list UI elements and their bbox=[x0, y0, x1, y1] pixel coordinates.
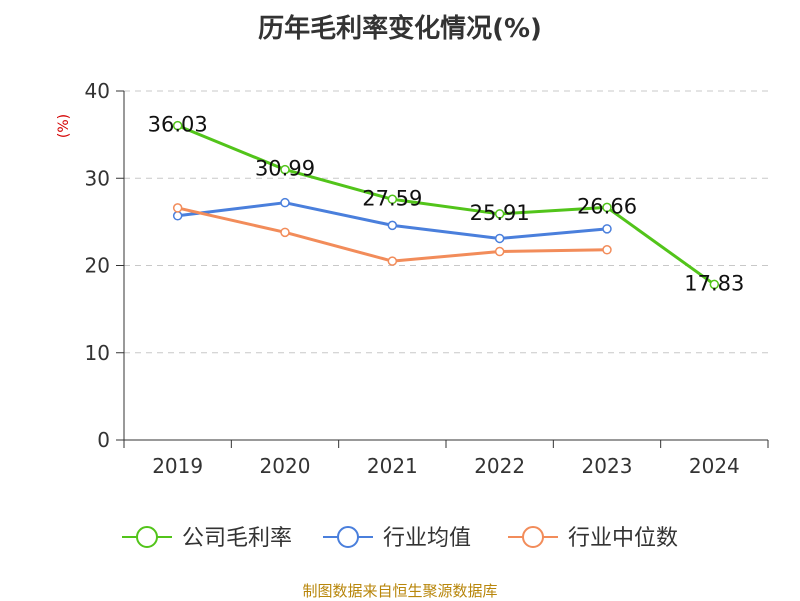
chart-title: 历年毛利率变化情况(%) bbox=[258, 14, 542, 44]
data-point bbox=[602, 202, 612, 213]
y-tick-label: 30 bbox=[85, 166, 110, 190]
legend-marker bbox=[136, 526, 158, 548]
data-point bbox=[387, 220, 398, 231]
x-tick-label: 2023 bbox=[582, 454, 633, 478]
x-tick-label: 2020 bbox=[260, 454, 311, 478]
legend-label: 公司毛利率 bbox=[182, 526, 292, 551]
data-point bbox=[602, 224, 612, 234]
data-point bbox=[494, 246, 505, 257]
data-point bbox=[280, 164, 290, 175]
x-tick-label: 2021 bbox=[367, 454, 418, 478]
y-tick-label: 10 bbox=[85, 341, 110, 365]
data-label: 36.03 bbox=[148, 113, 208, 137]
data-point bbox=[280, 197, 290, 208]
data-point bbox=[494, 209, 505, 219]
legend: 公司毛利率 行业均值 行业中位数 bbox=[122, 526, 678, 551]
legend-label: 行业中位数 bbox=[568, 526, 678, 551]
legend-marker bbox=[522, 526, 544, 548]
data-point bbox=[494, 233, 505, 244]
data-point bbox=[602, 245, 612, 255]
data-point bbox=[280, 227, 290, 238]
data-labels: 36.03 30.99 27.59 25.91 26.66 17.83 bbox=[148, 113, 745, 296]
grid-lines bbox=[124, 90, 768, 354]
x-tick-label: 2022 bbox=[474, 454, 525, 478]
legend-label: 行业均值 bbox=[383, 526, 471, 551]
data-point bbox=[172, 120, 183, 131]
data-point bbox=[709, 279, 720, 290]
data-point bbox=[387, 256, 398, 266]
x-tick-label: 2024 bbox=[689, 454, 740, 478]
data-point bbox=[172, 211, 183, 221]
data-label: 27.59 bbox=[362, 186, 422, 210]
data-point bbox=[172, 203, 183, 213]
series-lines bbox=[172, 120, 720, 290]
data-label: 30.99 bbox=[255, 157, 315, 181]
data-label: 26.66 bbox=[577, 194, 637, 218]
source-note: 制图数据来自恒生聚源数据库 bbox=[302, 582, 498, 600]
series-line bbox=[177, 124, 716, 286]
y-tick-label: 0 bbox=[97, 428, 110, 452]
x-tick-label: 2019 bbox=[152, 454, 203, 478]
y-tick-label: 40 bbox=[85, 79, 110, 103]
y-axis-label: (%) bbox=[56, 114, 72, 138]
data-label: 17.83 bbox=[684, 271, 744, 295]
data-point bbox=[387, 194, 398, 205]
y-tick-label: 20 bbox=[85, 254, 110, 278]
axes: 0 10 20 30 40 2019 2020 2021 2022 2023 2024 (%) bbox=[56, 79, 769, 478]
data-label: 25.91 bbox=[470, 201, 530, 225]
legend-marker bbox=[337, 526, 359, 548]
